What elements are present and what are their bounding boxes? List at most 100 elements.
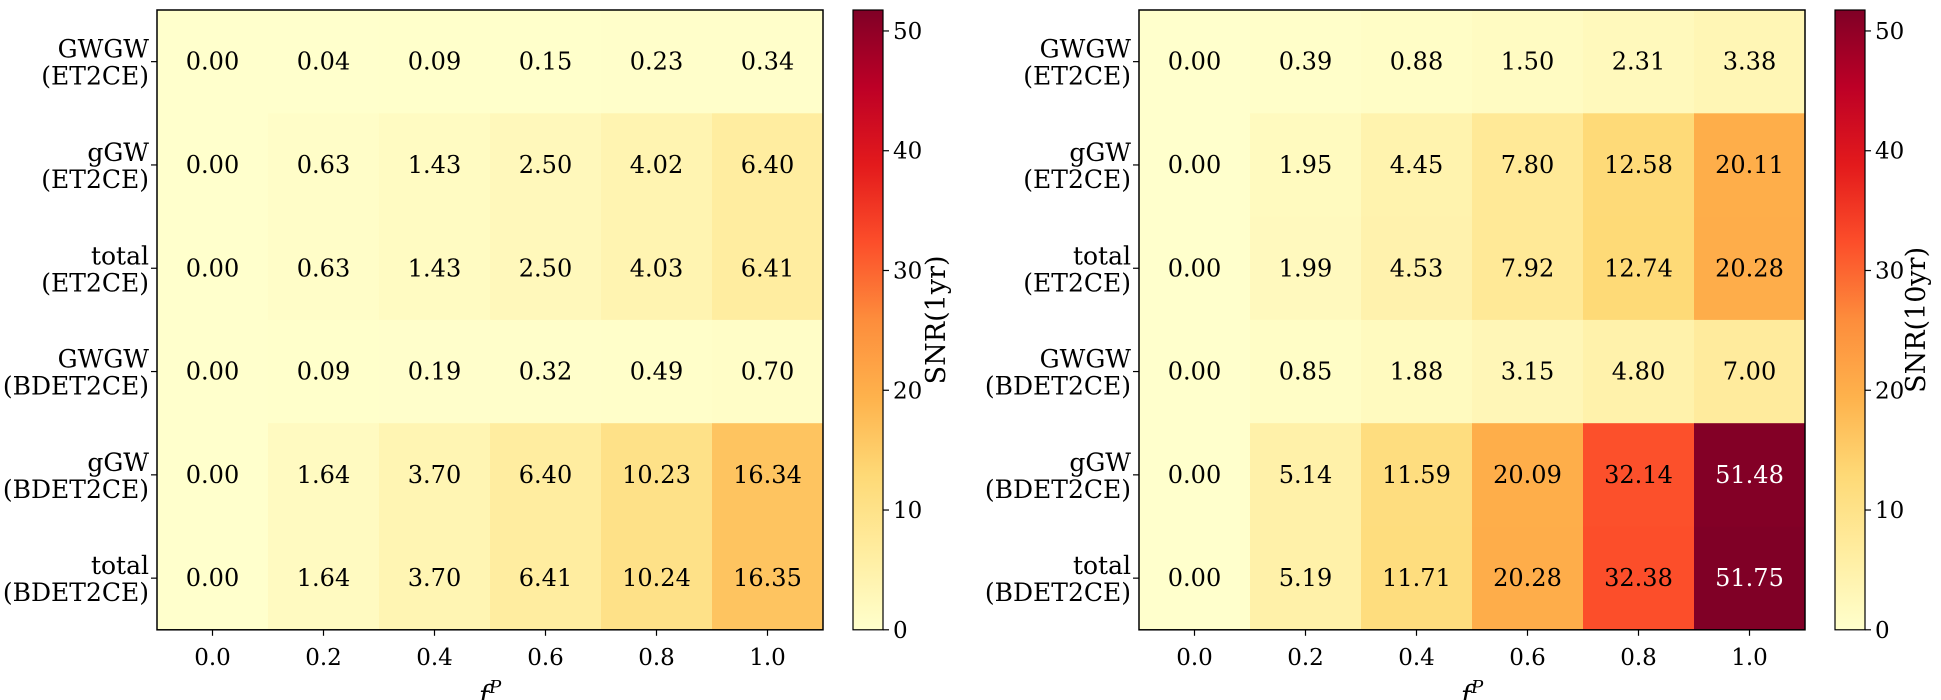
cell-value-label: 3.38 xyxy=(1723,48,1776,76)
colorbar-tick-label: 0 xyxy=(1875,618,1890,644)
colorbar-tick-label: 50 xyxy=(1875,19,1904,45)
heatmap-cell xyxy=(1250,10,1362,114)
cell-value-label: 0.09 xyxy=(408,48,461,76)
heatmap-cell xyxy=(712,423,824,527)
cell-value-label: 2.50 xyxy=(519,254,572,282)
plot-frame xyxy=(156,9,824,631)
heatmap-cell xyxy=(268,113,380,218)
heatmap-cell xyxy=(1583,10,1695,114)
cell-value-label: 1.64 xyxy=(297,564,350,592)
cell-value-label: 1.88 xyxy=(1390,358,1443,386)
heatmap-cell xyxy=(712,216,824,321)
heatmap-cell xyxy=(1694,423,1806,527)
heatmap-cell xyxy=(490,113,602,218)
cell-value-label: 20.11 xyxy=(1715,151,1784,179)
heatmap-cell xyxy=(1250,113,1362,218)
y-tick-label: GWGW (BDET2CE) xyxy=(3,345,149,401)
y-tick-label: total (BDET2CE) xyxy=(3,551,149,607)
y-tick-label: GWGW (ET2CE) xyxy=(1023,35,1131,91)
cell-value-label: 1.50 xyxy=(1501,48,1554,76)
cell-value-label: 20.28 xyxy=(1715,254,1784,282)
cell-value-label: 51.48 xyxy=(1715,461,1784,489)
cell-value-label: 6.40 xyxy=(519,461,572,489)
heatmap-cell xyxy=(1583,216,1695,321)
heatmap-cell xyxy=(379,526,491,631)
colorbar-tick-label: 50 xyxy=(893,19,922,45)
cell-value-label: 4.45 xyxy=(1390,151,1443,179)
heatmap-cell xyxy=(601,10,713,114)
y-tick-label: gGW (ET2CE) xyxy=(41,138,149,194)
cell-value-label: 2.50 xyxy=(519,151,572,179)
heatmap-cell xyxy=(157,216,269,321)
cell-value-label: 0.00 xyxy=(1168,48,1221,76)
cell-value-label: 0.88 xyxy=(1390,48,1443,76)
heatmap-cell xyxy=(1472,423,1584,527)
heatmap-cell xyxy=(268,423,380,527)
cell-value-label: 0.00 xyxy=(1168,461,1221,489)
cell-value-label: 11.59 xyxy=(1382,461,1451,489)
plot-frame xyxy=(1138,9,1806,631)
x-tick-label: 0.0 xyxy=(194,645,231,671)
heatmap-cell xyxy=(379,10,491,114)
heatmap-cell xyxy=(157,319,269,424)
cell-value-label: 2.31 xyxy=(1612,48,1665,76)
cell-value-label: 0.09 xyxy=(297,358,350,386)
heatmap-cell xyxy=(1694,10,1806,114)
cell-value-label: 0.85 xyxy=(1279,358,1332,386)
colorbar-tick-label: 0 xyxy=(893,618,908,644)
x-tick-label: 0.2 xyxy=(305,645,342,671)
cell-value-label: 3.70 xyxy=(408,564,461,592)
cell-value-label: 7.92 xyxy=(1501,254,1554,282)
cell-value-label: 32.14 xyxy=(1604,461,1673,489)
cell-value-label: 5.14 xyxy=(1279,461,1332,489)
x-tick-label: 0.0 xyxy=(1176,645,1213,671)
heatmap-cell xyxy=(1139,526,1251,631)
y-tick-label: total (ET2CE) xyxy=(41,241,149,297)
cell-value-label: 5.19 xyxy=(1279,564,1332,592)
heatmap-cell xyxy=(712,319,824,424)
colorbar-title: SNR(10yr) xyxy=(1901,247,1932,393)
x-tick-label: 0.2 xyxy=(1287,645,1324,671)
cell-value-label: 0.39 xyxy=(1279,48,1332,76)
cell-value-label: 0.19 xyxy=(408,358,461,386)
heatmap-cell xyxy=(1361,423,1473,527)
cell-value-label: 0.00 xyxy=(186,151,239,179)
colorbar xyxy=(1834,9,1866,631)
heatmap-cell xyxy=(712,526,824,631)
cell-value-label: 4.02 xyxy=(630,151,683,179)
cell-value-label: 7.80 xyxy=(1501,151,1554,179)
colorbar-tick-label: 40 xyxy=(1875,139,1904,165)
cell-value-label: 0.00 xyxy=(1168,151,1221,179)
heatmap-cell xyxy=(268,216,380,321)
cell-value-label: 4.53 xyxy=(1390,254,1443,282)
heatmap-cell xyxy=(1139,113,1251,218)
heatmap-cell xyxy=(1472,113,1584,218)
cell-value-label: 0.63 xyxy=(297,254,350,282)
heatmap-cell xyxy=(379,216,491,321)
heatmap-cell xyxy=(1250,423,1362,527)
heatmap-cell xyxy=(1694,526,1806,631)
cell-value-label: 10.24 xyxy=(622,564,691,592)
cell-value-label: 0.04 xyxy=(297,48,350,76)
heatmap-cell xyxy=(490,216,602,321)
x-axis-title: fP xyxy=(477,677,502,700)
y-tick-label: total (BDET2CE) xyxy=(985,551,1131,607)
cell-value-label: 3.70 xyxy=(408,461,461,489)
heatmap-cell xyxy=(268,526,380,631)
colorbar-tick-label: 20 xyxy=(1875,378,1904,404)
heatmap-cell xyxy=(379,113,491,218)
heatmap-cell xyxy=(1250,319,1362,424)
cell-value-label: 4.03 xyxy=(630,254,683,282)
y-tick-label: GWGW (ET2CE) xyxy=(41,35,149,91)
x-tick-label: 1.0 xyxy=(1731,645,1768,671)
heatmap-cell xyxy=(490,526,602,631)
colorbar-tick-label: 30 xyxy=(893,258,922,284)
heatmap-cell xyxy=(490,319,602,424)
colorbar-tick-label: 10 xyxy=(893,498,922,524)
x-tick-label: 0.6 xyxy=(527,645,564,671)
cell-value-label: 4.80 xyxy=(1612,358,1665,386)
cell-value-label: 0.23 xyxy=(630,48,683,76)
cell-value-label: 32.38 xyxy=(1604,564,1673,592)
cell-value-label: 0.00 xyxy=(186,564,239,592)
heatmap-cell xyxy=(490,423,602,527)
